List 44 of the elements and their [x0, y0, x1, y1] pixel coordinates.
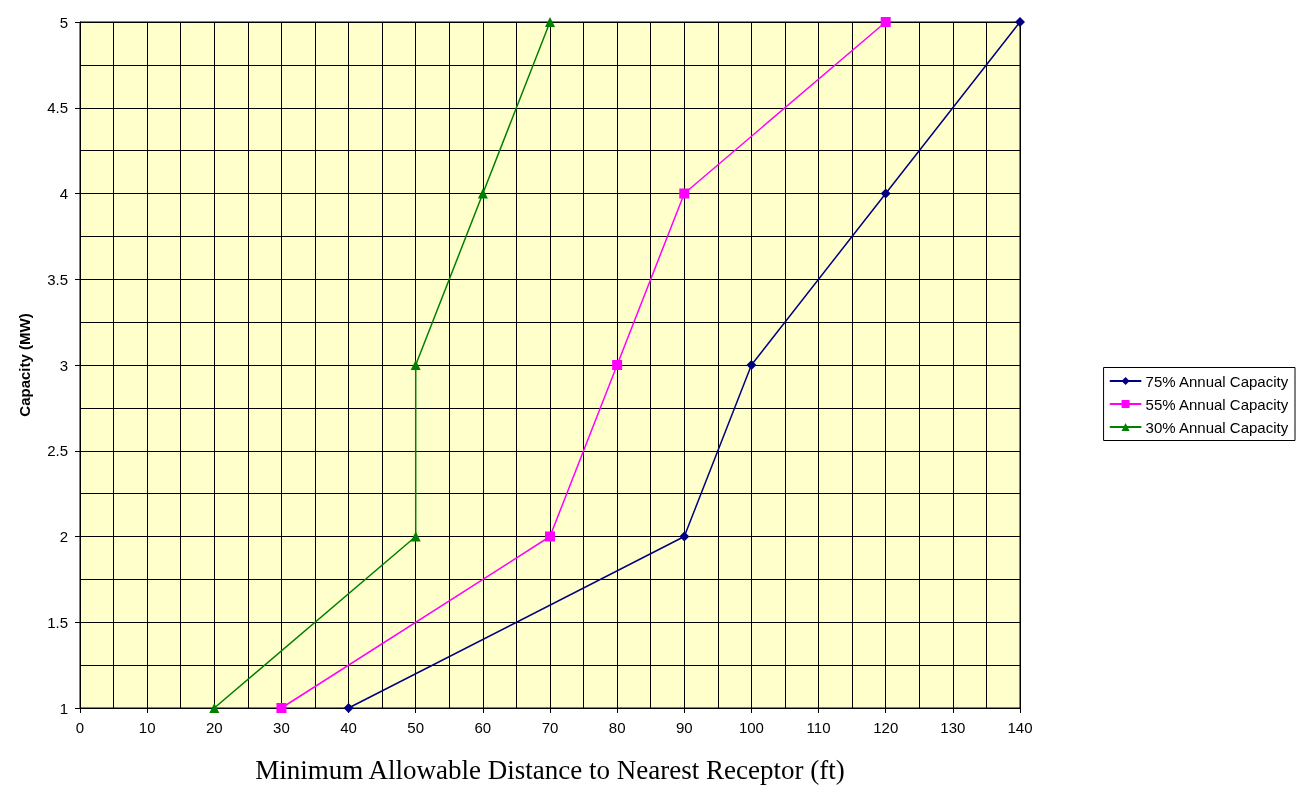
x-tick-label: 10: [138, 719, 156, 736]
legend-label: 75% Annual Capacity: [1145, 372, 1289, 390]
y-tick-label: 3: [59, 356, 68, 374]
point: [545, 531, 555, 542]
point: [276, 703, 287, 713]
point: [209, 703, 220, 713]
y-tick-label: 4: [59, 185, 68, 202]
x-tick-label: 80: [608, 719, 626, 736]
x-tick-label: 0: [75, 719, 85, 736]
y-tick-label: 1.5: [47, 613, 68, 631]
point: [880, 188, 891, 199]
y-axis-title: Capacity (MW): [16, 313, 33, 417]
y-tick-label: 5: [59, 13, 68, 31]
point: [410, 360, 421, 370]
y-tick-label: 1: [59, 699, 68, 717]
point: [880, 17, 891, 27]
x-tick-label: 110: [806, 719, 831, 736]
point: [679, 188, 690, 199]
x-tick-label: 30: [273, 719, 290, 736]
x-tick-label: 20: [205, 719, 223, 736]
x-axis-title: Minimum Allowable Distance to Nearest Receptor (ft): [255, 754, 845, 785]
point: [1015, 17, 1025, 27]
x-tick-label: 60: [474, 719, 492, 736]
point: [343, 703, 354, 713]
y-tick-label: 3.5: [47, 270, 68, 288]
x-tick-label: 140: [1007, 719, 1033, 736]
x-tick-label: 50: [407, 719, 425, 736]
x-tick-label: 70: [541, 719, 559, 736]
point: [477, 188, 488, 199]
point: [545, 17, 555, 27]
y-tick-label: 4.5: [47, 99, 68, 117]
y-tick-label: 2: [59, 528, 68, 545]
x-tick-label: 90: [675, 719, 693, 736]
point: [679, 531, 690, 542]
legend-label: 55% Annual Capacity: [1145, 395, 1289, 413]
x-tick-label: 120: [873, 719, 899, 736]
x-tick-label: 130: [940, 719, 966, 736]
point: [612, 360, 623, 370]
y-tick-label: 2.5: [47, 442, 68, 460]
point: [410, 531, 421, 542]
x-tick-label: 40: [340, 719, 357, 736]
legend-label: 30% Annual Capacity: [1145, 418, 1289, 436]
point: [746, 360, 757, 370]
x-tick-label: 100: [738, 719, 764, 736]
